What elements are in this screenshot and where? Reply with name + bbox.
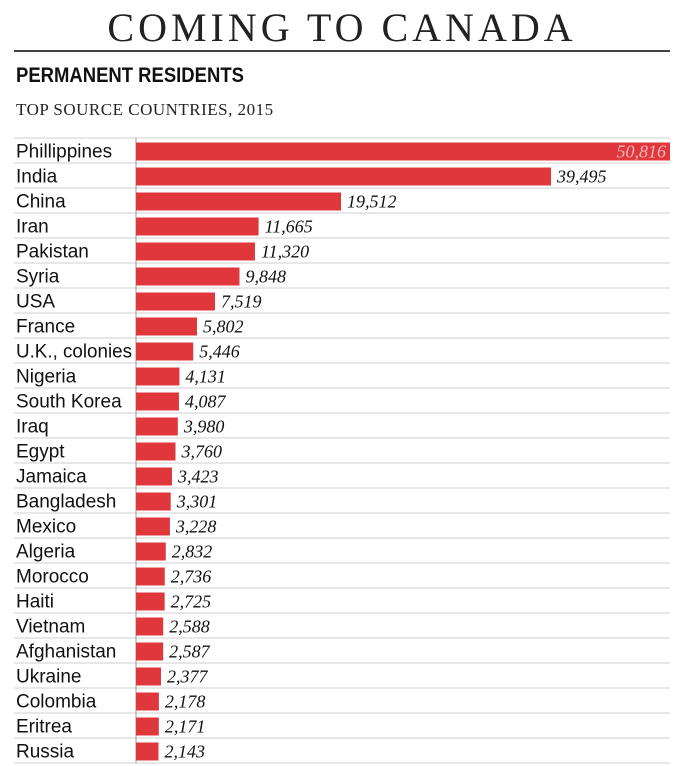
value-label: 2,588: [169, 617, 210, 637]
bar-algeria: [136, 542, 166, 561]
value-label: 19,512: [347, 192, 397, 212]
bar-usa: [136, 292, 216, 311]
bar-syria: [136, 267, 240, 286]
bar-afghanistan: [136, 642, 164, 661]
bar-morocco: [136, 567, 165, 586]
category-label: Syria: [16, 267, 60, 288]
bar-france: [136, 317, 197, 336]
bar-india: [136, 167, 552, 186]
category-label: Vietnam: [16, 617, 85, 638]
value-label: 3,301: [176, 492, 218, 512]
value-label: 9,848: [245, 267, 286, 287]
value-label: 39,495: [556, 167, 607, 187]
bar-u-k-colonies: [136, 342, 194, 361]
value-label: 3,760: [181, 442, 223, 462]
value-label: 11,665: [265, 217, 313, 237]
bar-mexico: [136, 517, 170, 536]
value-label: 2,143: [165, 742, 206, 762]
category-label: Russia: [16, 742, 75, 763]
category-label: Bangladesh: [16, 492, 116, 513]
bar-south-korea: [136, 392, 179, 411]
category-label: China: [16, 192, 66, 213]
chart-subsubtitle: TOP SOURCE COUNTRIES, 2015: [16, 100, 274, 119]
value-label: 2,587: [169, 642, 211, 662]
value-label: 3,228: [175, 517, 217, 537]
category-label: Ukraine: [16, 667, 81, 688]
bar-pakistan: [136, 242, 255, 261]
category-label: Haiti: [16, 592, 54, 613]
value-label: 50,816: [617, 142, 667, 162]
bar-eritrea: [136, 717, 159, 736]
category-label: Algeria: [16, 542, 76, 563]
category-label: Jamaica: [16, 467, 87, 488]
main-title: COMING TO CANADA: [107, 5, 577, 50]
bar-china: [136, 192, 342, 211]
category-label: U.K., colonies: [16, 342, 132, 363]
bar-iraq: [136, 417, 178, 436]
value-label: 3,423: [177, 467, 219, 487]
category-label: USA: [16, 292, 55, 313]
category-label: Nigeria: [16, 367, 77, 388]
bar-haiti: [136, 592, 165, 611]
bar-russia: [136, 742, 159, 761]
value-label: 2,736: [171, 567, 212, 587]
value-label: 7,519: [221, 292, 262, 312]
bar-egypt: [136, 442, 176, 461]
bar-nigeria: [136, 367, 180, 386]
bar-phillippines: [136, 142, 670, 161]
category-label: Iran: [16, 217, 49, 238]
category-label: Phillippines: [16, 142, 112, 163]
category-label: Afghanistan: [16, 642, 116, 663]
value-label: 4,087: [185, 392, 227, 412]
title-divider: [14, 50, 670, 52]
category-label: South Korea: [16, 392, 122, 413]
category-label: Morocco: [16, 567, 89, 588]
bar-bangladesh: [136, 492, 171, 511]
value-label: 5,446: [199, 342, 240, 362]
bar-iran: [136, 217, 259, 236]
value-label: 11,320: [261, 242, 309, 262]
bar-jamaica: [136, 467, 172, 486]
value-label: 5,802: [203, 317, 244, 337]
category-label: Iraq: [16, 417, 49, 438]
category-label: France: [16, 317, 75, 338]
category-label: India: [16, 167, 58, 188]
category-label: Colombia: [16, 692, 97, 713]
value-label: 2,725: [171, 592, 212, 612]
bar-vietnam: [136, 617, 164, 636]
category-label: Pakistan: [16, 242, 89, 263]
bar-ukraine: [136, 667, 161, 686]
value-label: 2,377: [167, 667, 209, 687]
category-label: Eritrea: [16, 717, 72, 738]
category-label: Egypt: [16, 442, 65, 463]
value-label: 2,178: [165, 692, 206, 712]
value-label: 3,980: [183, 417, 225, 437]
value-label: 2,832: [172, 542, 213, 562]
value-label: 2,171: [165, 717, 206, 737]
category-label: Mexico: [16, 517, 76, 538]
bar-colombia: [136, 692, 159, 711]
chart-subtitle: PERMANENT RESIDENTS: [16, 64, 244, 87]
value-label: 4,131: [185, 367, 226, 387]
